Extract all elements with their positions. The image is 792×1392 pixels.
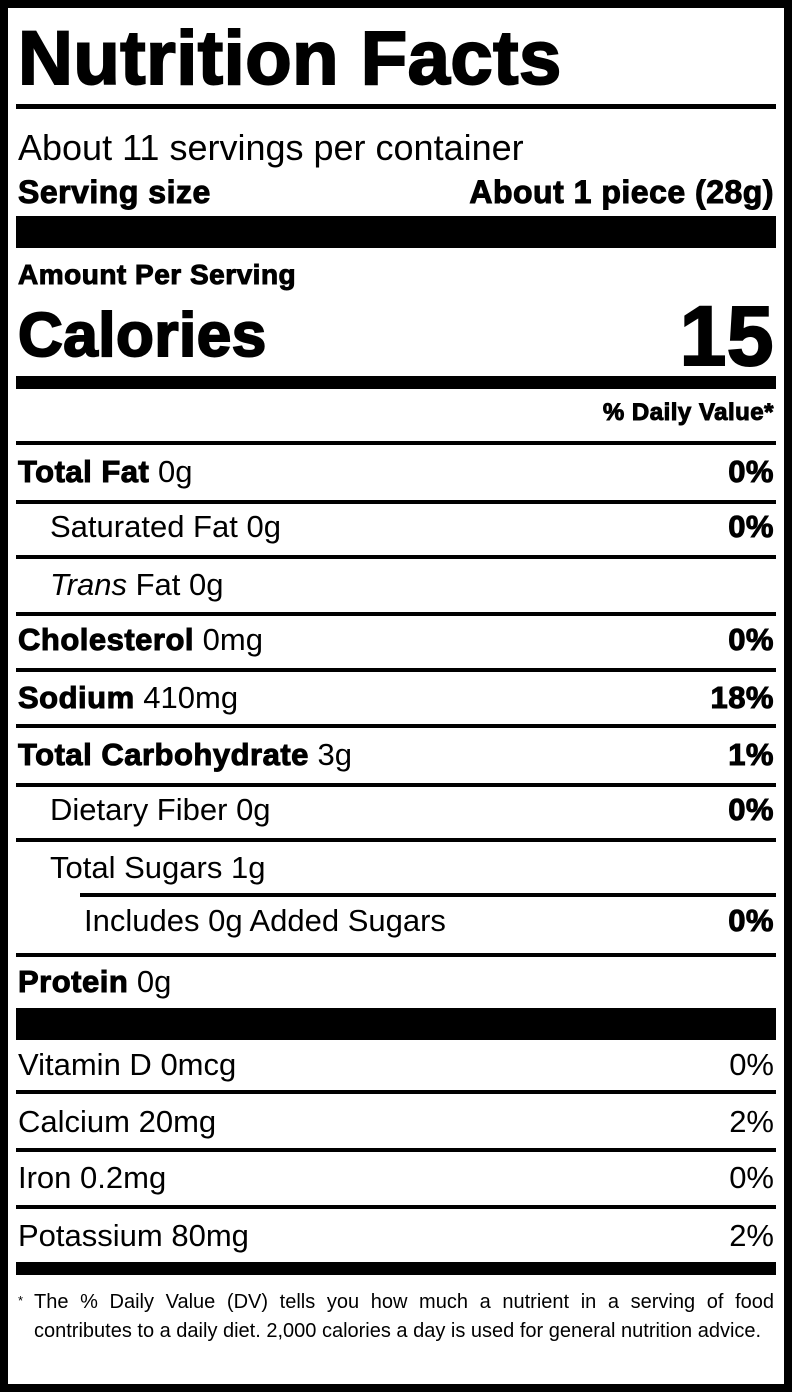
vitamin-dv: 2% <box>729 1104 774 1139</box>
nutrient-dv: 0% <box>728 792 774 828</box>
vitamin-name: Potassium <box>18 1218 163 1253</box>
nutrient-name: Sodium <box>18 680 135 716</box>
rule <box>80 893 776 897</box>
nutrient-row: Total Carbohydrate 3g 1% <box>18 735 774 775</box>
nutrient-amount: 0g <box>189 567 224 602</box>
serving-size-row: Serving size About 1 piece (28g) <box>18 172 774 212</box>
rule <box>16 1148 776 1152</box>
thick-bar <box>16 216 776 248</box>
vitamin-name: Calcium <box>18 1104 130 1139</box>
nutrient-name: Protein <box>17 964 129 1000</box>
vitamin-amount: 0mcg <box>160 1047 237 1082</box>
vitamin-row: Potassium 80mg 2% <box>18 1216 774 1256</box>
nutrient-row: Trans Fat 0g <box>18 565 774 605</box>
rule <box>16 953 776 957</box>
footnote-marker: * <box>18 1293 24 1308</box>
nutrient-dv: 18% <box>710 680 774 716</box>
nutrient-row: Cholesterol 0mg 0% <box>17 620 774 660</box>
rule <box>16 724 776 728</box>
nutrient-amount: 0g <box>158 454 193 489</box>
vitamin-name: Vitamin D <box>18 1047 152 1082</box>
medium-bar <box>16 1262 776 1275</box>
vitamin-row: Iron 0.2mg 0% <box>18 1158 774 1198</box>
daily-value-heading: % Daily Value* <box>602 399 774 427</box>
nutrient-name: Total Carbohydrate <box>18 737 309 773</box>
nutrient-row: Saturated Fat 0g 0% <box>18 507 774 547</box>
calories-value: 15 <box>679 289 775 383</box>
vitamin-name: Iron <box>18 1160 72 1195</box>
nutrient-amount: 3g <box>317 737 353 772</box>
nutrient-amount: 0g <box>136 964 172 999</box>
nutrient-name: Dietary Fiber <box>50 792 228 827</box>
rule <box>16 555 776 559</box>
thick-bar <box>16 1008 776 1040</box>
nutrient-row: Protein 0g <box>17 962 774 1002</box>
rule <box>16 500 776 504</box>
nutrient-amount: 1g <box>230 850 266 885</box>
medium-bar <box>16 376 776 389</box>
rule <box>16 612 776 616</box>
vitamin-dv: 0% <box>729 1160 774 1195</box>
nutrient-name: Fat <box>135 567 181 602</box>
nutrient-amount: 0g <box>246 509 281 544</box>
rule <box>16 668 776 672</box>
rule <box>16 104 776 109</box>
rule <box>16 838 776 842</box>
nutrient-row: Dietary Fiber 0g 0% <box>18 790 774 830</box>
nutrient-row: Sodium 410mg 18% <box>18 678 774 718</box>
rule <box>16 783 776 787</box>
vitamin-amount: 80mg <box>171 1218 249 1253</box>
footnote-text: The % Daily Value (DV) tells you how muc… <box>34 1291 774 1342</box>
nutrient-name: Includes 0g Added Sugars <box>84 903 446 938</box>
nutrient-amount: 0mg <box>202 622 263 657</box>
calories-label: Calories <box>17 300 267 371</box>
nutrient-row: Total Fat 0g 0% <box>17 452 774 492</box>
nutrient-amount: 0g <box>236 792 271 827</box>
nutrient-dv: 0% <box>728 509 774 545</box>
vitamin-dv: 2% <box>729 1218 774 1253</box>
rule <box>16 1205 776 1209</box>
servings: About 11 servings per container <box>18 127 524 168</box>
vitamin-row: Vitamin D 0mcg 0% <box>18 1045 774 1085</box>
nutrient-row: Includes 0g Added Sugars 0% <box>18 901 774 941</box>
amount-heading: Amount Per Serving <box>18 259 297 291</box>
vitamin-amount: 20mg <box>138 1104 217 1139</box>
rule <box>16 1090 776 1094</box>
vitamin-row: Calcium 20mg 2% <box>18 1102 774 1142</box>
nutrient-dv: 1% <box>728 737 774 773</box>
footnote: * The % Daily Value (DV) tells you how mu… <box>18 1288 774 1346</box>
nutrient-dv: 0% <box>728 454 774 490</box>
nutrient-name: Total Sugars <box>50 850 223 885</box>
nutrient-name-italic: Trans <box>50 567 127 602</box>
nutrient-name: Total Fat <box>17 454 150 490</box>
nutrient-name: Saturated Fat <box>50 509 238 544</box>
vitamin-amount: 0.2mg <box>80 1160 167 1195</box>
nutrient-dv: 0% <box>728 903 774 939</box>
rule <box>16 441 776 445</box>
vitamin-dv: 0% <box>729 1047 774 1082</box>
nutrient-row: Total Sugars 1g <box>18 848 774 888</box>
nutrient-amount: 410mg <box>143 680 239 715</box>
nutrient-dv: 0% <box>728 622 774 658</box>
serving-size-label: Serving size <box>18 174 211 211</box>
serving-size: About 1 piece (28g) <box>469 174 774 211</box>
calories-row: Calories 15 <box>17 289 775 383</box>
title: Nutrition Facts <box>17 15 562 102</box>
nutrient-name: Cholesterol <box>17 622 195 658</box>
